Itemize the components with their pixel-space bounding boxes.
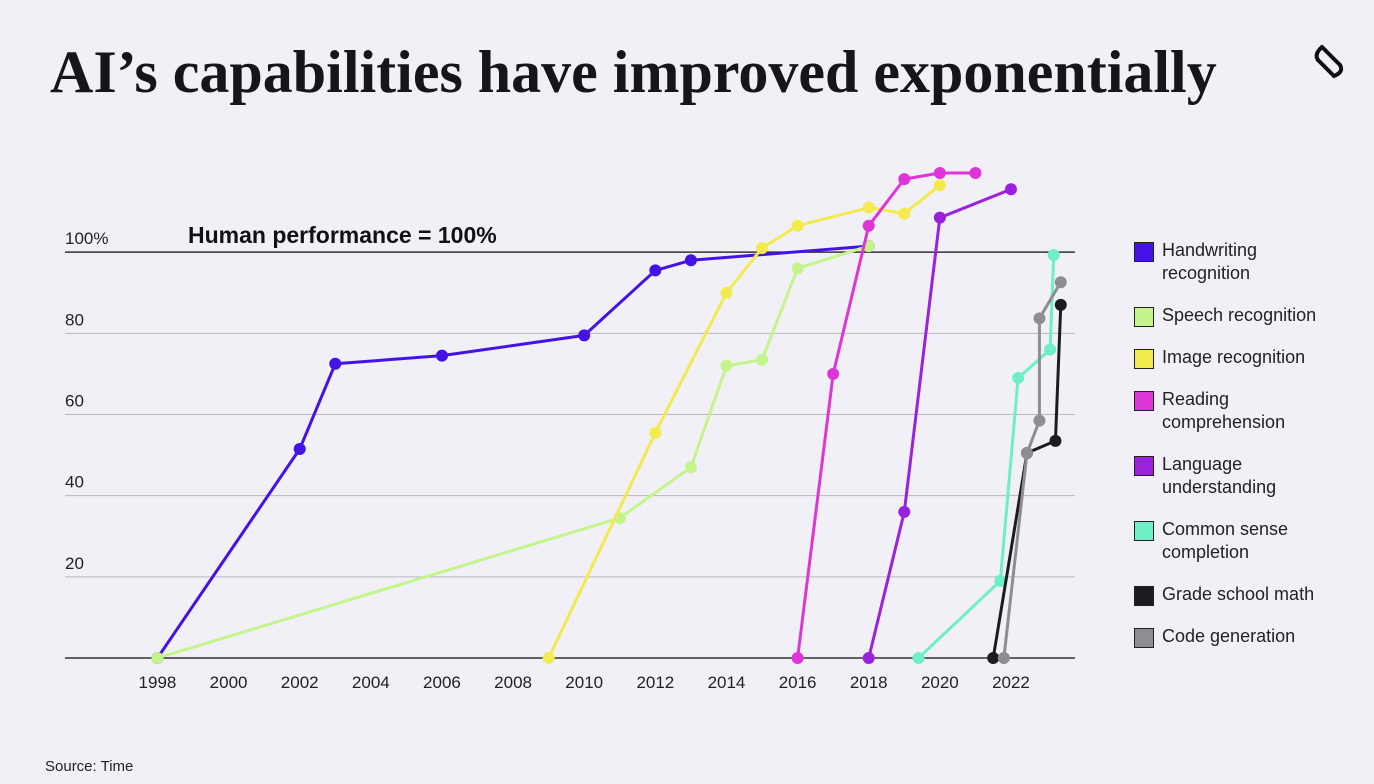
x-tick-label: 2000 [210, 673, 248, 692]
data-point [684, 254, 697, 267]
legend-item: Handwriting recognition [1134, 239, 1334, 285]
legend-label: Common sense completion [1162, 519, 1289, 562]
source: Source: Time [45, 758, 134, 775]
x-tick-label: 2016 [779, 673, 817, 692]
data-point [1049, 434, 1062, 447]
x-tick-label: 2018 [850, 673, 888, 692]
legend-label: Image recognition [1162, 347, 1306, 367]
data-point [684, 461, 697, 474]
data-point [987, 652, 1000, 664]
legend-swatch [1134, 586, 1154, 606]
x-tick-label: 2012 [636, 673, 674, 692]
data-point [933, 167, 946, 180]
data-point [791, 652, 804, 664]
annotation: Human performance = 100% [188, 222, 497, 248]
legend-item: Grade school math [1134, 583, 1334, 606]
data-point [898, 505, 911, 518]
data-point [994, 574, 1007, 587]
series-line [917, 254, 1056, 660]
legend: Handwriting recognition Speech recognitio… [1134, 239, 1334, 648]
legend-label: Reading comprehension [1162, 389, 1286, 432]
data-point [756, 242, 769, 255]
x-tick-label: 2008 [494, 673, 532, 692]
x-tick-label: 2010 [565, 673, 603, 692]
y-tick-label: 60 [65, 392, 84, 411]
x-tick-label: 2006 [423, 673, 461, 692]
legend-label: Grade school math [1162, 584, 1315, 604]
y-tick-label: 100% [65, 229, 108, 248]
data-point [151, 652, 164, 664]
data-point [578, 329, 591, 342]
data-point [1033, 414, 1046, 427]
series-line [867, 187, 1012, 659]
data-point [329, 357, 342, 370]
data-point [1054, 298, 1067, 311]
legend-swatch [1134, 456, 1154, 476]
data-point [293, 442, 306, 455]
x-tick-label: 2004 [352, 673, 390, 692]
x-tick-label: 2014 [708, 673, 746, 692]
data-point [898, 207, 911, 220]
series-line [156, 244, 869, 659]
legend-item: Image recognition [1134, 346, 1334, 369]
legend-swatch [1134, 521, 1154, 541]
y-tick-label: 20 [65, 554, 84, 573]
data-point [862, 201, 875, 214]
data-point [912, 652, 925, 664]
data-point [435, 349, 448, 362]
data-point [1012, 371, 1025, 384]
data-point [933, 211, 946, 224]
data-point [1004, 183, 1017, 196]
legend-swatch [1134, 628, 1154, 648]
data-point [862, 219, 875, 232]
legend-item: Common sense completion [1134, 518, 1334, 564]
data-point [720, 286, 733, 299]
y-tick-label: 40 [65, 473, 84, 492]
data-point [1044, 343, 1057, 356]
data-point [1047, 249, 1060, 262]
data-point [997, 652, 1010, 664]
data-point [649, 264, 662, 277]
data-point [969, 167, 982, 180]
data-point [542, 652, 555, 664]
series-line [1002, 281, 1063, 659]
legend-swatch [1134, 242, 1154, 262]
legend-label: Code generation [1162, 626, 1296, 646]
data-point [1020, 447, 1033, 460]
data-point [791, 262, 804, 275]
legend-label: Language understanding [1162, 454, 1277, 497]
data-point [862, 652, 875, 664]
data-point [791, 219, 804, 232]
x-tick-label: 2022 [992, 673, 1030, 692]
legend-swatch [1134, 307, 1154, 327]
legend-item: Language understanding [1134, 453, 1334, 499]
data-point [1033, 312, 1046, 325]
x-tick-label: 1998 [139, 673, 177, 692]
data-point [720, 359, 733, 372]
legend-item: Reading comprehension [1134, 388, 1334, 434]
series-line [157, 244, 870, 660]
x-tick-label: 2002 [281, 673, 319, 692]
series-line [547, 184, 941, 659]
legend-label: Speech recognition [1162, 305, 1317, 325]
legend-item: Speech recognition [1134, 304, 1334, 327]
x-tick-label: 2020 [921, 673, 959, 692]
data-point [756, 353, 769, 366]
title: AI’s capabilities have improved exponent… [50, 39, 1217, 105]
logo [1314, 45, 1344, 78]
data-point [933, 179, 946, 192]
data-point [649, 426, 662, 439]
legend-swatch [1134, 349, 1154, 369]
data-point [827, 367, 840, 380]
legend-label: Handwriting recognition [1162, 240, 1258, 283]
data-point [1054, 276, 1067, 289]
series-line [991, 304, 1063, 659]
data-point [898, 173, 911, 186]
legend-item: Code generation [1134, 625, 1334, 648]
legend-swatch [1134, 391, 1154, 411]
y-tick-label: 80 [65, 310, 84, 329]
